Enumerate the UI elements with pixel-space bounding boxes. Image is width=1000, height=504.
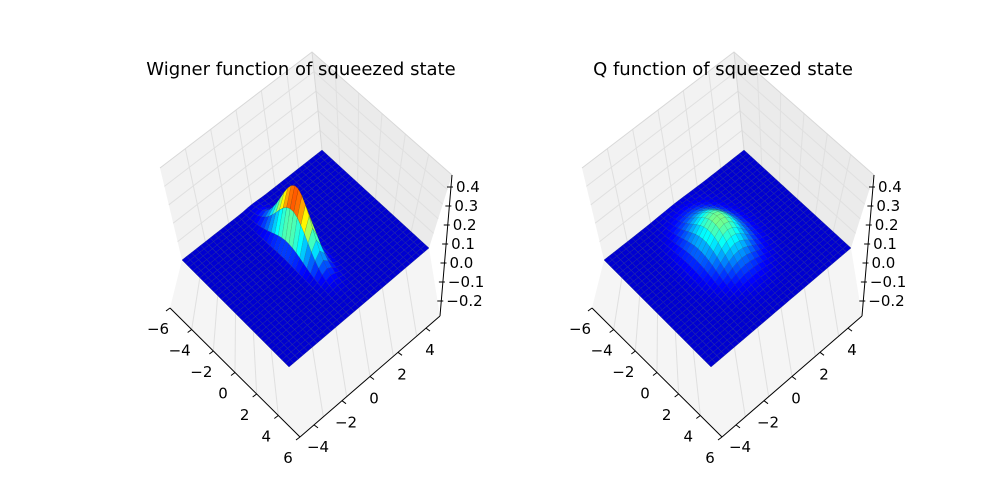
x-tick-label: 2	[662, 406, 672, 424]
z-tick-label: −0.2	[446, 292, 482, 310]
chart-title: Q function of squeezed state	[593, 59, 853, 80]
y-tick-mark	[397, 351, 403, 356]
wigner-3d-subplot: −6−4−20246−4−2024−0.2−0.10.00.10.20.30.4…	[146, 51, 484, 467]
x-tick-label: −6	[569, 320, 591, 338]
x-tick-mark	[652, 372, 658, 376]
x-tick-mark	[674, 393, 679, 398]
x-tick-label: 2	[240, 406, 250, 424]
chart-title: Wigner function of squeezed state	[146, 59, 455, 80]
z-tick-label: 0.1	[873, 235, 897, 253]
y-tick-label: 0	[791, 390, 801, 408]
z-tick-label: 0.0	[450, 254, 474, 272]
x-tick-label: 4	[684, 428, 694, 446]
surface-patch	[285, 359, 294, 368]
surface-plot	[603, 149, 852, 368]
x-tick-label: −6	[147, 320, 169, 338]
grid-lines	[586, 71, 870, 417]
x-tick-mark	[274, 415, 279, 419]
y-tick-label: −4	[307, 438, 329, 456]
y-tick-mark	[425, 327, 431, 332]
y-tick-mark	[735, 424, 741, 429]
y-tick-label: 2	[819, 365, 829, 383]
y-tick-label: 0	[369, 390, 379, 408]
x-tick-label: 4	[262, 428, 272, 446]
y-tick-mark	[369, 376, 375, 380]
x-tick-mark	[631, 350, 636, 355]
z-tick-label: −0.1	[448, 273, 484, 291]
grid-lines	[164, 71, 448, 417]
pane-edges	[581, 51, 875, 176]
z-tick-label: 0.3	[876, 197, 900, 215]
z-tick-label: −0.1	[870, 273, 906, 291]
y-tick-label: −2	[335, 414, 357, 432]
floor-pane	[592, 248, 862, 437]
z-tick-label: 0.3	[454, 197, 478, 215]
x-tick-mark	[252, 393, 257, 398]
x-tick-label: 0	[218, 385, 228, 403]
q-function-3d-subplot: −6−4−20246−4−2024−0.2−0.10.00.10.20.30.4…	[569, 51, 906, 467]
y-tick-mark	[819, 351, 825, 356]
y-tick-mark	[341, 400, 347, 405]
x-tick-mark	[295, 436, 301, 441]
y-tick-label: −2	[757, 414, 779, 432]
z-tick-label: 0.4	[878, 178, 902, 196]
x-tick-label: −2	[190, 363, 212, 381]
z-tick-label: 0.4	[456, 178, 480, 196]
x-tick-mark	[696, 415, 701, 419]
y-tick-label: 4	[847, 341, 857, 359]
x-tick-label: −4	[591, 342, 613, 360]
y-tick-mark	[763, 400, 769, 405]
z-tick-label: 0.2	[453, 216, 477, 234]
z-tick-label: −0.2	[868, 292, 904, 310]
y-tick-label: −4	[729, 438, 751, 456]
surface-plot	[181, 149, 430, 368]
x-tick-mark	[230, 372, 236, 376]
x-tick-label: 6	[283, 449, 293, 467]
x-tick-mark	[165, 307, 171, 312]
y-tick-label: 4	[425, 341, 435, 359]
y-tick-mark	[313, 424, 319, 429]
x-tick-mark	[187, 329, 192, 333]
x-tick-mark	[587, 307, 593, 312]
surface-patch	[707, 359, 716, 368]
x-tick-label: −2	[612, 363, 634, 381]
z-tick-label: 0.0	[872, 254, 896, 272]
x-tick-label: 0	[640, 385, 650, 403]
floor-pane	[170, 248, 440, 437]
x-tick-label: −4	[169, 342, 191, 360]
pane-edges	[159, 51, 453, 176]
y-tick-mark	[791, 376, 797, 380]
back-left-pane	[160, 52, 322, 260]
x-tick-label: 6	[705, 449, 715, 467]
y-tick-mark	[847, 327, 853, 332]
x-tick-mark	[609, 329, 614, 333]
x-tick-mark	[209, 350, 214, 355]
z-tick-label: 0.2	[875, 216, 899, 234]
back-left-pane	[582, 52, 744, 260]
z-tick-label: 0.1	[451, 235, 475, 253]
y-tick-label: 2	[397, 365, 407, 383]
x-tick-mark	[717, 436, 723, 441]
